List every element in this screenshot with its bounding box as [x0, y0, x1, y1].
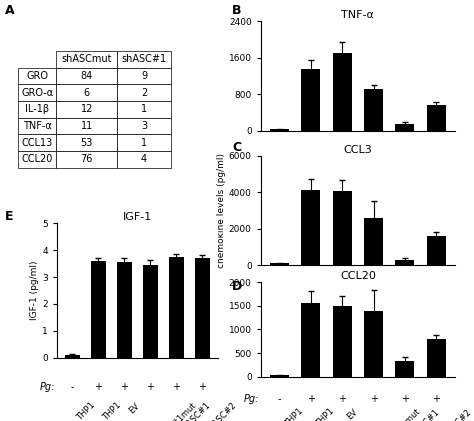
Text: C: C: [232, 141, 241, 154]
Text: E: E: [5, 210, 13, 224]
Bar: [395, 124, 414, 131]
Text: shASC#1mut: shASC#1mut: [153, 401, 199, 421]
Bar: [395, 361, 414, 377]
Bar: [301, 190, 320, 265]
Text: EV: EV: [346, 407, 359, 421]
Text: +: +: [432, 394, 440, 404]
Bar: [117, 262, 132, 358]
Text: THP1: THP1: [283, 407, 304, 421]
Bar: [169, 257, 184, 358]
Text: +: +: [338, 394, 346, 404]
Text: shASC#2: shASC#2: [439, 407, 473, 421]
Text: shASC#1: shASC#1: [179, 401, 213, 421]
Text: +: +: [120, 382, 128, 392]
Bar: [195, 258, 210, 358]
Title: CCL20: CCL20: [340, 271, 376, 281]
Text: THP1: THP1: [75, 401, 97, 421]
Text: Pg:: Pg:: [244, 394, 259, 404]
Bar: [427, 339, 446, 377]
Y-axis label: chemokine levels (pg/ml): chemokine levels (pg/ml): [217, 153, 226, 268]
Bar: [64, 354, 80, 358]
Bar: [364, 312, 383, 377]
Text: THP1: THP1: [101, 401, 123, 421]
Text: +: +: [401, 394, 409, 404]
Title: IGF-1: IGF-1: [123, 212, 152, 222]
Bar: [427, 105, 446, 131]
Bar: [364, 218, 383, 265]
Text: +: +: [370, 394, 378, 404]
Bar: [333, 191, 352, 265]
Title: CCL3: CCL3: [344, 145, 372, 155]
Text: -: -: [71, 382, 74, 392]
Bar: [270, 129, 289, 131]
Bar: [427, 236, 446, 265]
Bar: [333, 306, 352, 377]
Text: Pg:: Pg:: [40, 382, 55, 392]
Text: -: -: [278, 394, 281, 404]
Bar: [143, 265, 158, 358]
Text: +: +: [199, 382, 207, 392]
Bar: [301, 303, 320, 377]
Text: shASC#2: shASC#2: [205, 401, 239, 421]
Bar: [270, 376, 289, 377]
Y-axis label: IGF-1 (pg/ml): IGF-1 (pg/ml): [30, 261, 39, 320]
Text: A: A: [5, 4, 14, 17]
Bar: [91, 261, 106, 358]
Text: +: +: [307, 394, 315, 404]
Text: +: +: [146, 382, 155, 392]
Bar: [301, 69, 320, 131]
Text: +: +: [94, 382, 102, 392]
Bar: [395, 260, 414, 265]
Text: D: D: [232, 280, 243, 293]
Text: EV: EV: [127, 401, 141, 415]
Text: shASC#1mut: shASC#1mut: [377, 407, 422, 421]
Bar: [364, 90, 383, 131]
Text: B: B: [232, 4, 242, 17]
Text: THP1: THP1: [314, 407, 336, 421]
Title: TNF-α: TNF-α: [341, 10, 374, 20]
Text: +: +: [173, 382, 181, 392]
Text: shASC#1: shASC#1: [408, 407, 442, 421]
Bar: [333, 53, 352, 131]
Bar: [270, 264, 289, 265]
